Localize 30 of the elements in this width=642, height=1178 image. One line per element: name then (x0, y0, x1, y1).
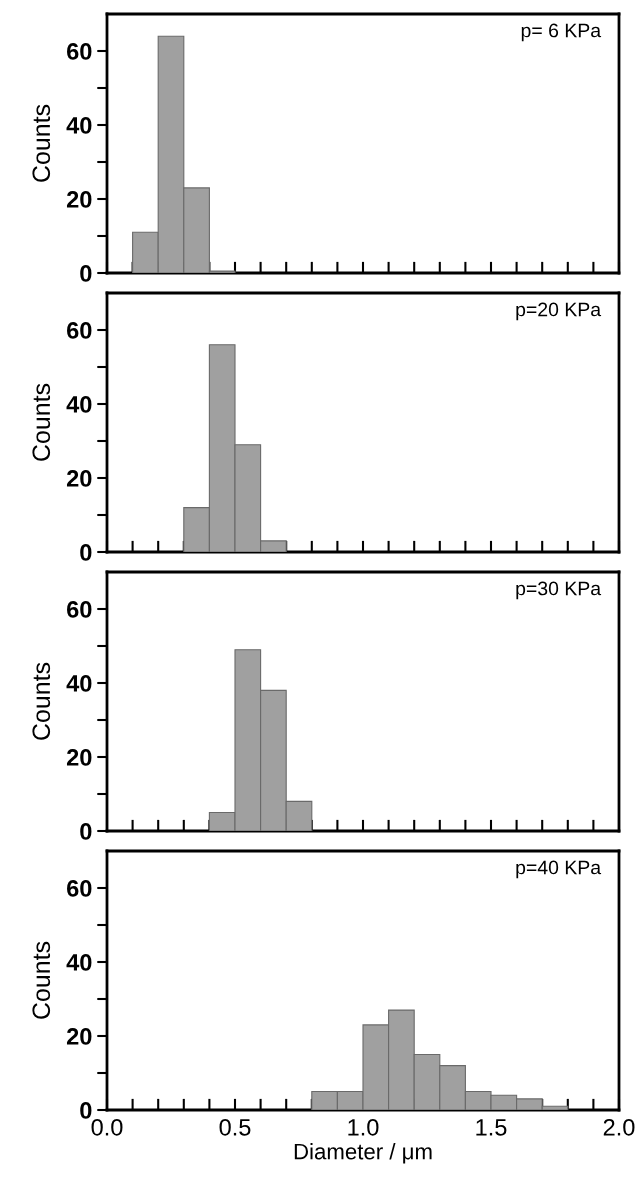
y-tick-label: 20 (66, 191, 92, 208)
y-tick-label: 40 (66, 675, 92, 692)
y-tick-label: 0 (80, 544, 92, 561)
y-axis-title: Counts (32, 941, 51, 1019)
x-axis-title: Diameter / μm (294, 1143, 432, 1164)
y-tick-label: 40 (66, 396, 92, 413)
x-tick-label: 0.0 (91, 1118, 123, 1136)
annotation: p=40 KPa (516, 860, 602, 879)
y-tick-label: 0 (80, 823, 92, 840)
y-tick-label: 60 (67, 601, 92, 618)
y-tick-label: 60 (67, 43, 92, 60)
x-tick-label: 1.5 (476, 1119, 507, 1136)
y-axis-title: Counts (32, 662, 51, 740)
annotation: p= 6 KPa (521, 23, 602, 42)
y-tick-label: 20 (66, 1028, 92, 1045)
x-tick-label: 1.0 (348, 1118, 379, 1136)
annotation: p=30 KPa (516, 581, 602, 600)
y-tick-label: 20 (66, 470, 92, 487)
x-tick-label: 0.5 (219, 1118, 251, 1136)
y-tick-label: 40 (66, 117, 92, 134)
y-tick-label: 0 (80, 1102, 92, 1119)
y-tick-label: 40 (66, 954, 92, 971)
y-tick-label: 60 (67, 880, 92, 897)
y-axis-title: Counts (32, 104, 51, 182)
y-tick-label: 20 (66, 749, 92, 766)
y-tick-label: 60 (67, 322, 92, 339)
y-tick-label: 0 (80, 265, 92, 282)
y-axis-title: Counts (32, 383, 51, 461)
annotation: p=20 KPa (516, 302, 602, 321)
x-tick-label: 2.0 (603, 1118, 635, 1136)
